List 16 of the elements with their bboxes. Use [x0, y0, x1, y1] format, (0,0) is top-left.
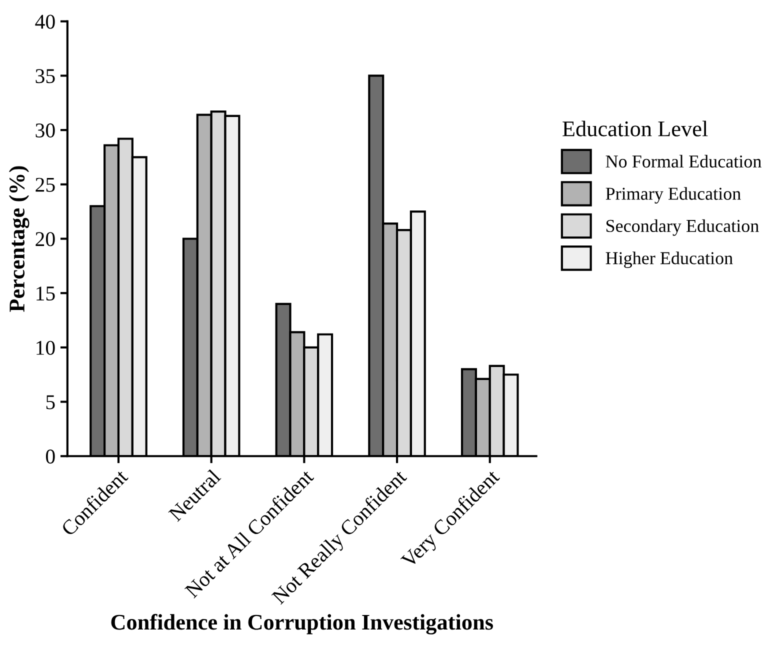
- legend-label: Primary Education: [606, 187, 741, 204]
- legend-label: No Formal Education: [606, 154, 762, 168]
- y-tick-label: 0: [46, 450, 55, 464]
- y-tick-label: 5: [46, 395, 55, 410]
- y-tick-label: 40: [35, 14, 55, 29]
- x-axis-title: Confidence in Corruption Investigations: [111, 614, 494, 634]
- y-tick-label: 10: [36, 340, 55, 355]
- y-tick-label: 20: [36, 232, 55, 246]
- y-axis-title: Percentage (%): [8, 166, 30, 312]
- legend-label: Higher Education: [606, 252, 733, 268]
- y-tick-label: 30: [36, 123, 55, 138]
- legend-title: Education Level: [562, 120, 708, 136]
- y-tick-label: 15: [36, 286, 55, 301]
- y-tick-label: 35: [36, 69, 55, 84]
- y-tick-label: 25: [36, 178, 55, 192]
- legend-label: Secondary Education: [606, 219, 759, 236]
